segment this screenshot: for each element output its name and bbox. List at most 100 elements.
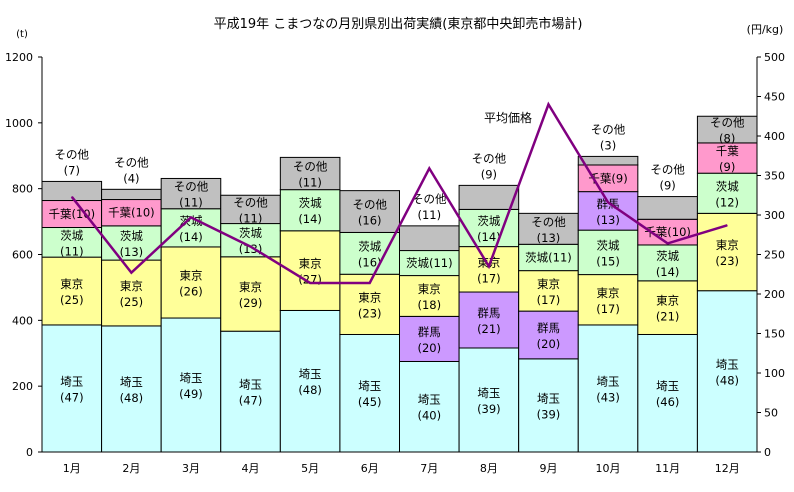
bar-segment [518,212,579,245]
bar-stack: 埼玉(40) 群馬(20) 東京(18) 茨城(11) その他(11) [399,192,460,453]
segment-label: 埼玉(48) [298,367,322,397]
bar-segment [518,358,579,453]
x-tick-label: 7月 [420,462,438,475]
bar-segment [339,333,400,453]
x-tick-label: 11月 [655,462,680,475]
y-tick-label: 400 [12,314,33,327]
y-tick-label: 200 [12,380,33,393]
bar-segment [399,360,460,453]
segment-label: その他(9) [650,163,685,193]
segment-label: 茨城(16) [358,239,382,269]
bar-segment [339,231,400,275]
segment-label: 茨城(15) [596,238,620,268]
price-point [250,246,252,248]
y2-tick-label: 500 [764,51,785,64]
y-axis-unit: (t) [16,29,28,40]
segment-label: 群馬(20) [417,325,441,355]
price-point [130,272,132,274]
segment-label: 千葉(10) [108,206,155,220]
segment-label: 茨城(12) [715,179,739,209]
price-point [488,265,490,267]
x-tick-label: 3月 [182,462,200,475]
segment-label: 群馬(21) [477,306,501,336]
bar-segment [101,199,162,227]
y-tick-label: 0 [26,446,33,459]
bar-segment [279,156,341,191]
segment-label: 茨城(14) [477,214,501,244]
segment-label: 東京(29) [239,280,263,310]
bar-segment [160,317,222,453]
segment-label: 群馬(20) [537,321,561,351]
bar-segment [637,333,698,453]
segment-label: 埼玉(49) [179,371,203,401]
bar-segment [41,227,103,258]
y2-tick-label: 50 [764,407,778,420]
segment-label: 埼玉(40) [417,393,441,423]
segment-label: その他(13) [531,215,566,245]
segment-label: その他(16) [352,198,387,228]
x-tick-label: 1月 [63,462,81,475]
segment-label: 埼玉(43) [596,374,620,404]
segment-label: 東京(26) [179,268,203,298]
price-point [369,282,371,284]
segment-label: その他(9) [472,151,507,181]
bar-segment [458,246,520,293]
bar-segment [518,270,579,312]
bar-segment [696,172,758,214]
y2-tick-label: 150 [764,328,785,341]
y-tick-label: 800 [12,183,33,196]
bar-segment [696,142,758,174]
price-point [667,242,669,244]
segment-label: 茨城(14) [179,214,203,244]
price-point [607,201,609,203]
y2-tick-label: 100 [764,367,785,380]
segment-label: 埼玉(39) [537,391,561,421]
bar-stack: 埼玉(43)東京(17)茨城(15)群馬(13)千葉(9)その他(3) [577,122,639,453]
segment-label: 埼玉(47) [239,378,263,408]
bars-group: 埼玉(47) 東京(25) 茨城(11) 千葉(10) その他(7) 埼玉(48) 東京(2… [41,116,758,453]
segment-label: 茨城(13) [239,226,263,256]
segment-label: 東京(23) [715,238,739,268]
segment-label: 埼玉(45) [358,379,382,409]
price-line [70,101,728,285]
segment-label: 茨城(14) [656,249,680,279]
price-point [547,103,549,105]
segment-label: その他(11) [412,192,447,222]
segment-label: 茨城(13) [120,229,144,259]
axes-group: 1月 2月 3月 4月 5月 6月 7月 8月 9月 10月 11月 12月 0 200 400 600 800… [5,51,785,475]
x-tick-label: 10月 [596,462,621,475]
bar-segment [160,246,222,319]
x-tick-label: 8月 [480,462,498,475]
segment-label: 埼玉(48) [120,375,144,405]
bar-stack: 埼玉(48) 東京(23) 茨城(12) 千葉(9)その他(8) [696,116,758,453]
segment-label: その他(3) [591,122,626,152]
bar-segment [279,309,341,453]
segment-label: その他(11) [293,160,328,190]
segment-label: その他(8) [710,116,745,146]
bar-stack: 埼玉(47) 東京(29) 茨城(13)その他(11) [220,194,281,453]
segment-label: 東京(17) [596,286,620,316]
y2-tick-label: 300 [764,209,785,222]
segment-label: 東京(18) [417,282,441,312]
y2-tick-label: 0 [764,446,771,459]
bar-segment [577,155,639,166]
bar-segment [577,274,639,326]
segment-label: 茨城(11) [525,250,572,264]
segment-label: 東京(21) [656,294,680,324]
bar-stack: 埼玉(39) 群馬(20) 東京(17) 茨城(11) その他(13) [518,212,579,453]
segment-label: 茨城(11) [60,228,84,258]
y2-tick-label: 200 [764,288,785,301]
line-label: 平均価格 [484,110,532,125]
bar-stack: 埼玉(39)群馬(21)東京(17)茨城(14)その他(9) [458,151,520,453]
y2-axis-unit: (円/kg) [747,23,784,36]
bar-segment [279,189,341,232]
x-tick-label: 9月 [539,462,557,475]
bar-stack: 埼玉(49) 東京(26) 茨城(14) その他(11) [160,177,222,453]
bar-segment [220,256,281,332]
segment-label: その他(7) [55,147,90,177]
bar-segment [101,325,162,453]
bar-segment [399,315,460,362]
segment-label: 埼玉(47) [60,374,84,404]
bar-segment [458,347,520,453]
